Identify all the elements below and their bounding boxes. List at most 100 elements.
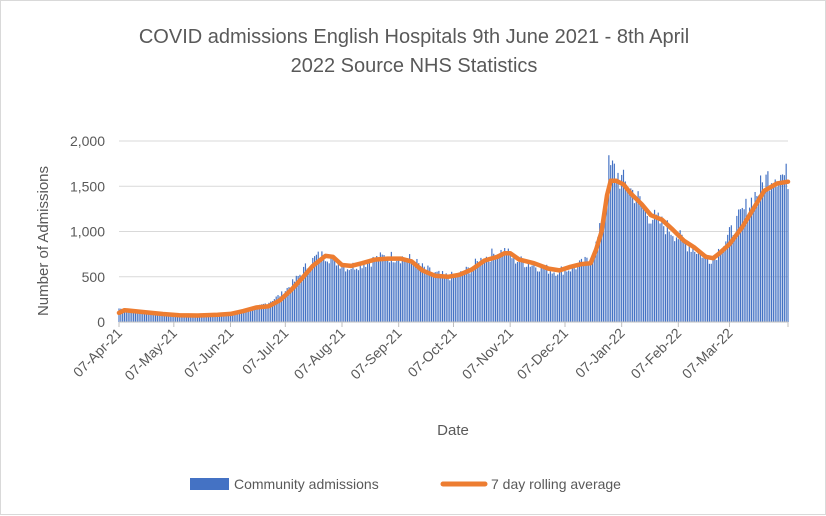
bar (324, 261, 327, 322)
bar (420, 266, 422, 322)
bar (694, 251, 696, 322)
bar (264, 303, 266, 322)
bar (321, 251, 323, 322)
bar (639, 196, 641, 322)
bar (200, 314, 202, 322)
bar (619, 188, 621, 322)
bar (396, 260, 398, 322)
bar (650, 223, 652, 322)
x-tick-label: 07-Nov-21 (459, 325, 517, 383)
bar (209, 314, 211, 322)
bar (438, 270, 440, 322)
bar (661, 216, 663, 322)
bar (452, 275, 455, 322)
bar (626, 190, 628, 322)
bar (173, 314, 175, 322)
bar (648, 223, 650, 322)
bar (222, 314, 224, 322)
bar (668, 231, 670, 322)
bar (699, 251, 701, 322)
bar (520, 256, 522, 322)
bar (440, 274, 442, 322)
bar (615, 179, 617, 322)
bar (368, 262, 370, 322)
bar (348, 270, 350, 322)
bar (460, 271, 462, 322)
bar (149, 313, 151, 322)
bar (630, 188, 632, 322)
bar (610, 165, 612, 322)
bar (145, 313, 147, 322)
bar (717, 248, 720, 322)
bar (476, 261, 478, 322)
bar-series (118, 155, 789, 322)
bar (239, 311, 241, 322)
bar (502, 255, 504, 322)
bar (529, 266, 531, 322)
bar (670, 234, 672, 322)
bar (531, 265, 533, 322)
bar (409, 254, 411, 322)
bar (337, 262, 339, 322)
bar (138, 311, 140, 322)
x-tick-label: 07-Oct-21 (404, 325, 459, 380)
bar (537, 271, 539, 322)
bar (308, 269, 310, 322)
bar (242, 311, 244, 322)
bar (655, 214, 657, 322)
bar (568, 270, 570, 322)
bar (727, 234, 729, 322)
bar (215, 315, 217, 322)
x-tick-label: 07-Jul-21 (239, 325, 292, 378)
bar (703, 253, 705, 322)
bar (471, 268, 473, 322)
bar (569, 271, 572, 322)
bar (473, 266, 475, 322)
bar (120, 308, 122, 322)
bar (434, 272, 436, 322)
x-tick-label: 07-May-21 (121, 325, 180, 384)
bar (728, 227, 731, 322)
bar (416, 258, 418, 322)
bar (374, 260, 376, 322)
line-series (116, 178, 791, 318)
y-tick-label: 1,500 (70, 178, 105, 194)
bar (758, 195, 760, 322)
bar (602, 209, 604, 322)
bar (187, 315, 190, 322)
bar (133, 311, 135, 322)
bar (555, 275, 557, 322)
bar (783, 175, 785, 322)
bar (142, 313, 144, 322)
legend-label-line: 7 day rolling average (491, 476, 621, 492)
bar (303, 266, 305, 322)
bar (246, 309, 248, 322)
bar (540, 264, 542, 322)
bar (292, 279, 294, 322)
bar (175, 315, 177, 322)
bar (544, 267, 546, 322)
bar (749, 207, 751, 322)
bar (244, 311, 246, 322)
bar (356, 268, 358, 322)
bar (580, 258, 583, 322)
bar (511, 258, 513, 322)
bar (293, 281, 296, 322)
bar (496, 254, 498, 322)
bar (178, 314, 180, 322)
x-tick-label: 07-Jan-22 (572, 325, 628, 381)
bar (542, 268, 544, 322)
bar (317, 251, 319, 322)
bar (739, 209, 742, 322)
bar (507, 248, 509, 322)
bar (462, 272, 464, 322)
bar (377, 260, 380, 322)
bar (750, 197, 753, 322)
bar (478, 265, 480, 322)
bar (632, 189, 634, 322)
bar (515, 263, 517, 322)
bar (485, 256, 487, 322)
bar (621, 174, 623, 322)
